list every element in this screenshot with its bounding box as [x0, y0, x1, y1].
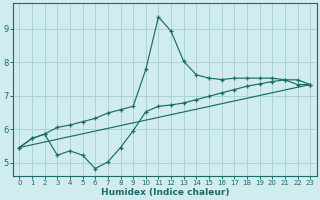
- X-axis label: Humidex (Indice chaleur): Humidex (Indice chaleur): [100, 188, 229, 197]
